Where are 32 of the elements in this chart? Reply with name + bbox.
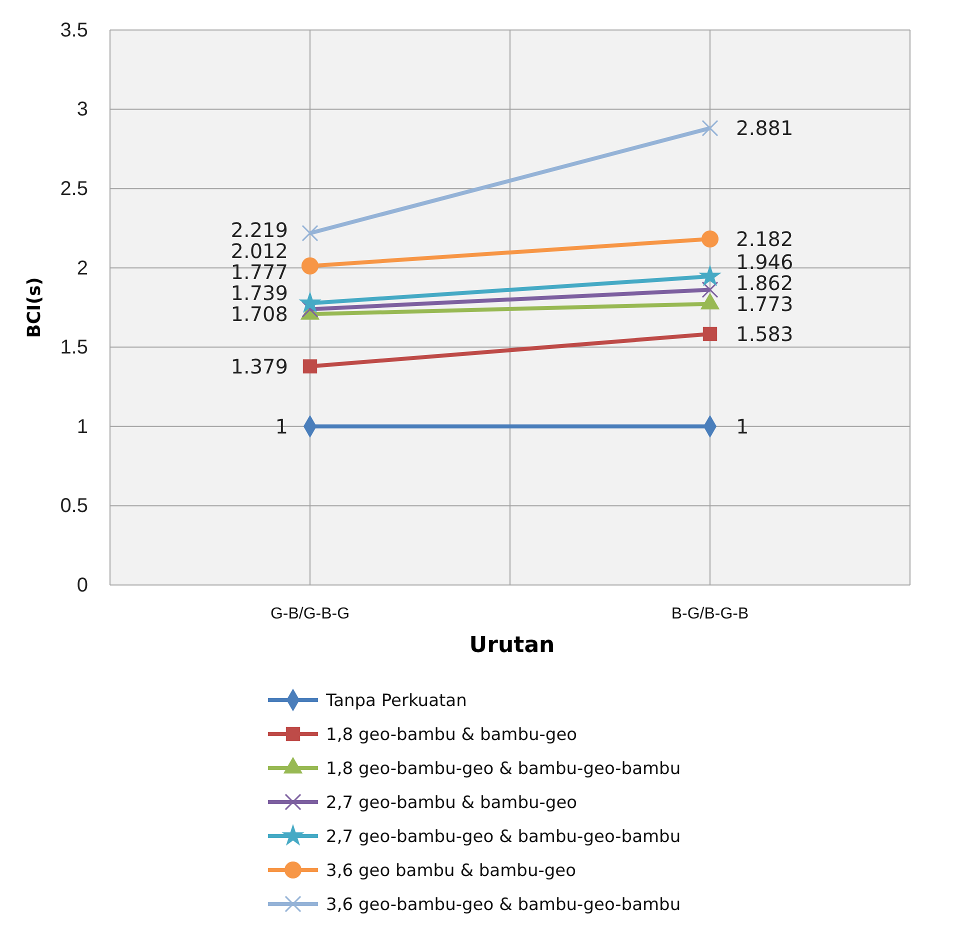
legend-label: 3,6 geo bambu & bambu-geo bbox=[326, 861, 576, 881]
legend-label: 2,7 geo-bambu & bambu-geo bbox=[326, 793, 578, 813]
legend-label: 2,7 geo-bambu-geo & bambu-geo-bambu bbox=[326, 827, 681, 847]
x-tick-label: B-G/B-G-B bbox=[671, 605, 749, 622]
legend-label: 1,8 geo-bambu-geo & bambu-geo-bambu bbox=[326, 759, 681, 779]
point bbox=[702, 326, 718, 342]
legend-label: Tanpa Perkuatan bbox=[325, 691, 467, 711]
x-tick-label: G-B/G-B-G bbox=[270, 605, 350, 622]
y-tick-label: 3 bbox=[76, 98, 88, 121]
data-label: 1.583 bbox=[736, 322, 794, 346]
y-tick-label: 0 bbox=[76, 574, 88, 596]
data-label: 1 bbox=[736, 414, 749, 438]
point bbox=[701, 230, 719, 248]
y-tick-label: 2 bbox=[76, 257, 88, 280]
data-label: 2.182 bbox=[736, 226, 794, 251]
x-axis-title: Urutan bbox=[469, 633, 555, 658]
data-label: 1.379 bbox=[230, 354, 288, 378]
legend-label: 1,8 geo-bambu & bambu-geo bbox=[326, 725, 578, 745]
y-tick-label: 0.5 bbox=[60, 495, 88, 518]
y-tick-label: 3.5 bbox=[60, 19, 88, 42]
data-label: 2.881 bbox=[736, 116, 794, 140]
y-tick-label: 2.5 bbox=[60, 178, 88, 200]
data-label: 1 bbox=[275, 414, 288, 438]
point bbox=[302, 224, 318, 242]
point bbox=[698, 264, 722, 286]
y-tick-label: 1 bbox=[76, 416, 88, 438]
point bbox=[301, 257, 319, 274]
point bbox=[302, 359, 318, 374]
point bbox=[702, 120, 718, 136]
legend-label: 3,6 geo-bambu-geo & bambu-geo-bambu bbox=[326, 895, 681, 915]
y-axis-title: BCI(s) bbox=[24, 277, 45, 338]
y-tick-label: 1.5 bbox=[60, 336, 88, 359]
